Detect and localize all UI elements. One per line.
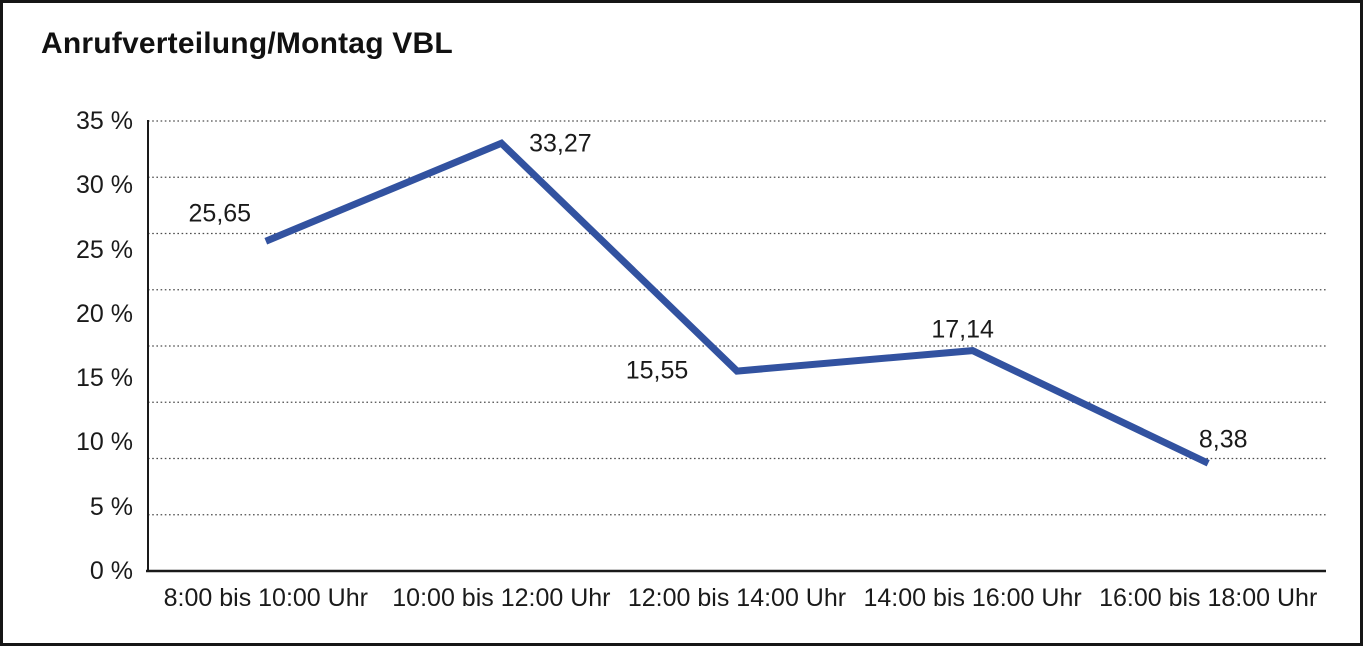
y-tick-label: 0 % bbox=[89, 557, 133, 585]
data-point-label: 8,38 bbox=[1198, 425, 1248, 454]
chart-plot-svg bbox=[146, 120, 1326, 573]
data-point-label: 17,14 bbox=[931, 315, 994, 344]
series-line-montag-vbl bbox=[264, 139, 1210, 467]
y-tick-label: 15 % bbox=[76, 364, 133, 393]
chart-title: Anrufverteilung/Montag VBL bbox=[41, 27, 453, 60]
y-tick-label: 25 % bbox=[76, 235, 133, 264]
x-category-label: 8:00 bis 10:00 Uhr bbox=[163, 584, 368, 612]
y-tick-label: 10 % bbox=[76, 428, 133, 457]
y-tick-label: 5 % bbox=[89, 492, 133, 521]
y-tick-label: 35 % bbox=[76, 107, 133, 135]
x-category-label: 12:00 bis 14:00 Uhr bbox=[627, 584, 847, 612]
y-tick-label: 20 % bbox=[76, 299, 133, 328]
x-category-label: 10:00 bis 12:00 Uhr bbox=[392, 584, 611, 612]
data-point-label: 25,65 bbox=[188, 199, 252, 228]
x-category-label: 16:00 bis 18:00 Uhr bbox=[1099, 584, 1318, 612]
y-tick-label: 30 % bbox=[76, 171, 133, 200]
x-category-label: 14:00 bis 16:00 Uhr bbox=[863, 584, 1082, 612]
data-point-label: 33,27 bbox=[529, 129, 592, 158]
data-point-label: 15,55 bbox=[625, 356, 689, 385]
